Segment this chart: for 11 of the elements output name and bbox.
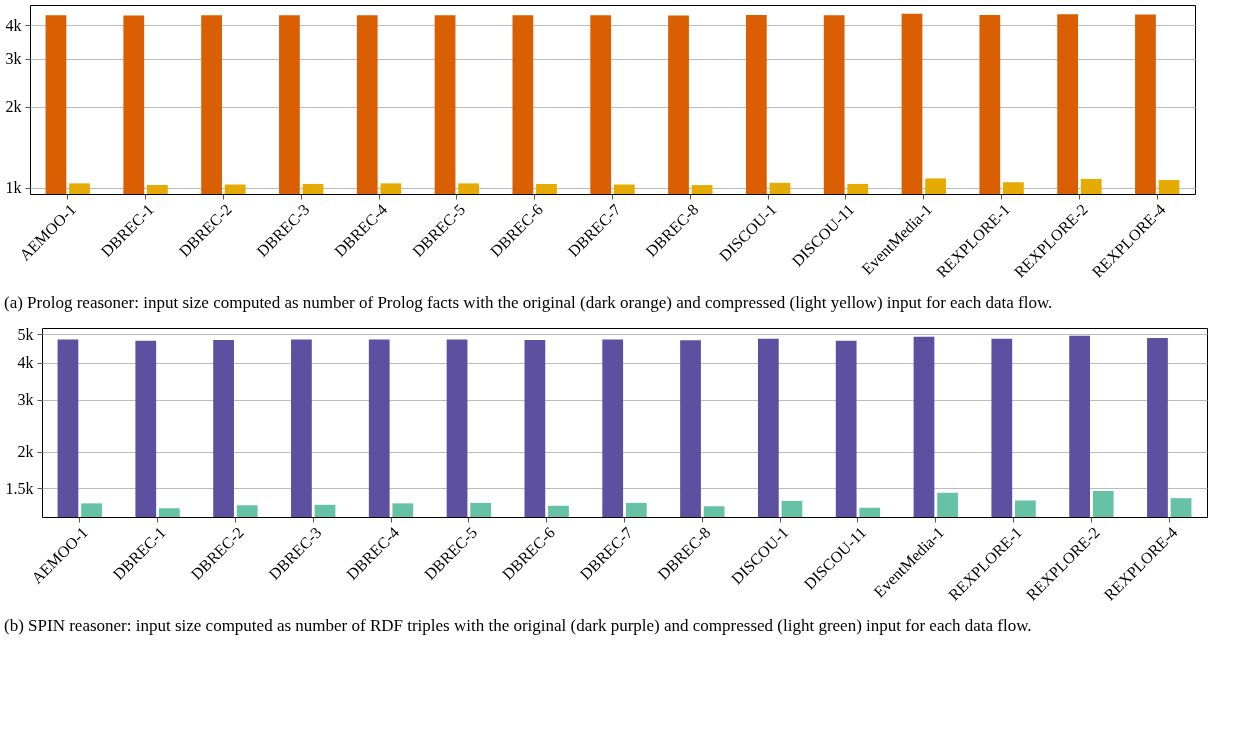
y-tick-label: 3k	[5, 50, 22, 68]
text: (a) Prolog reasoner: input size computed as number of Prolog facts with the original (dark orange) and compressed (light yellow) input for each data flow.	[4, 292, 1054, 313]
y-tick-label: 3k	[17, 391, 34, 409]
y-tick-label: 2k	[17, 443, 34, 461]
y-tick-label: 1.5k	[5, 479, 34, 497]
y-tick-label: 4k	[17, 354, 34, 372]
y-tick-label: 5k	[17, 325, 34, 343]
y-tick-label: 2k	[5, 98, 22, 116]
text: (b) SPIN reasoner: input size computed as number of RDF triples with the original (dark purple) and compressed (light green) input for each data flow.	[4, 615, 1033, 636]
y-tick-label: 1k	[5, 179, 22, 197]
y-tick-label: 4k	[5, 16, 22, 34]
